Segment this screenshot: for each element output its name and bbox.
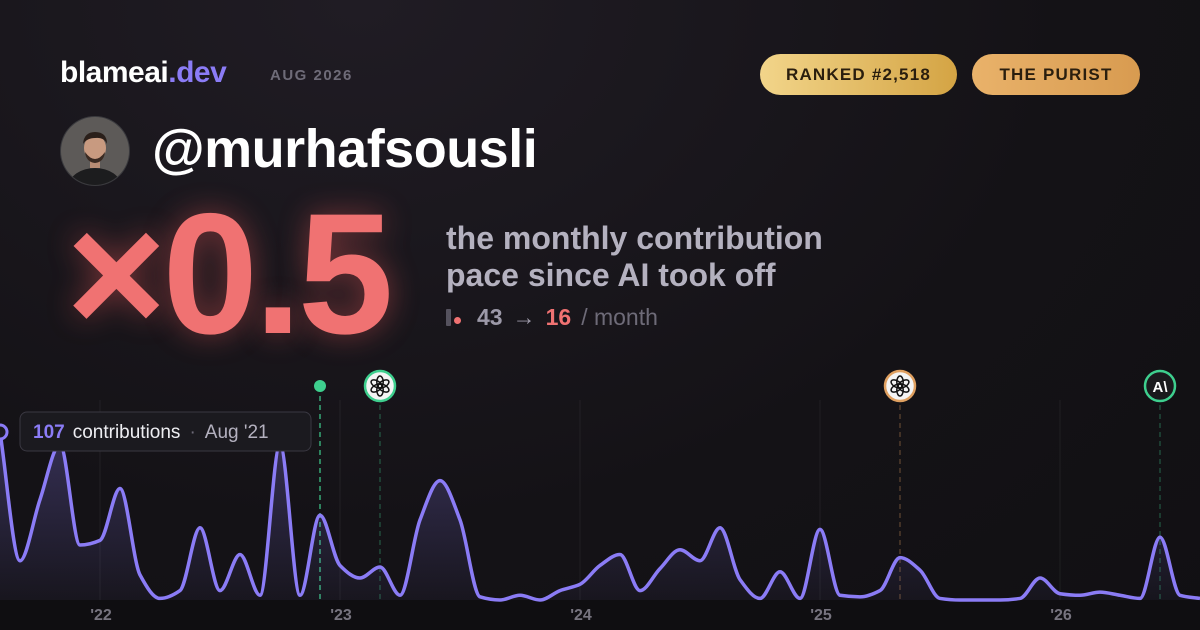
tooltip-box <box>19 411 312 452</box>
tooltip-text: 107 contributions · Aug '21 <box>33 422 269 443</box>
axis-band <box>0 600 1200 630</box>
logo-petal <box>890 379 903 389</box>
brand: blameai.dev <box>60 56 227 90</box>
caption-line: pace since AI took off <box>446 257 776 293</box>
brand-tld: .dev <box>168 56 227 89</box>
event-label: A\ <box>1153 379 1169 396</box>
x-tick-label: '22 <box>90 607 112 624</box>
after-value: 16 <box>545 304 572 330</box>
caption-line: the monthly contribution <box>446 220 823 256</box>
x-tick-label: '25 <box>810 607 832 624</box>
before-icon <box>446 309 451 326</box>
before-value: 43 <box>477 304 503 330</box>
event-dot <box>314 380 326 392</box>
tooltip-sep: · <box>189 422 195 443</box>
rank-badge: RANKED #2,518 <box>760 54 957 95</box>
tooltip-label: contributions <box>73 422 181 443</box>
logo-petal <box>370 379 383 389</box>
handle: @murhafsousli <box>152 119 538 179</box>
pace: 43 → 16 / month <box>446 304 658 331</box>
date: AUG 2026 <box>270 67 353 84</box>
tooltip-value: 107 <box>33 422 65 443</box>
area <box>0 432 1200 600</box>
chart: '22 '23 '24 '25 '26 A\ 107 contributions · Aug '2… <box>0 369 1200 630</box>
title-badge: THE PURIST <box>972 54 1140 95</box>
line <box>0 431 1200 602</box>
event-icon <box>883 369 917 403</box>
avatar <box>60 116 130 186</box>
tooltip-date: Aug '21 <box>205 422 269 443</box>
hover-point <box>0 423 9 441</box>
event-icon <box>363 369 397 403</box>
brand-name: blameai <box>60 56 169 89</box>
arrow: → <box>512 304 536 330</box>
after-icon <box>454 317 461 324</box>
openai-logo <box>370 375 390 397</box>
x-tick-label: '24 <box>570 607 592 624</box>
x-tick-label: '26 <box>1050 607 1072 624</box>
x-tick-label: '23 <box>330 607 352 624</box>
openai-logo <box>890 375 910 397</box>
multiplier: ×0.5 <box>66 178 394 370</box>
event-icon <box>1143 369 1177 403</box>
unit: / month <box>581 304 658 330</box>
